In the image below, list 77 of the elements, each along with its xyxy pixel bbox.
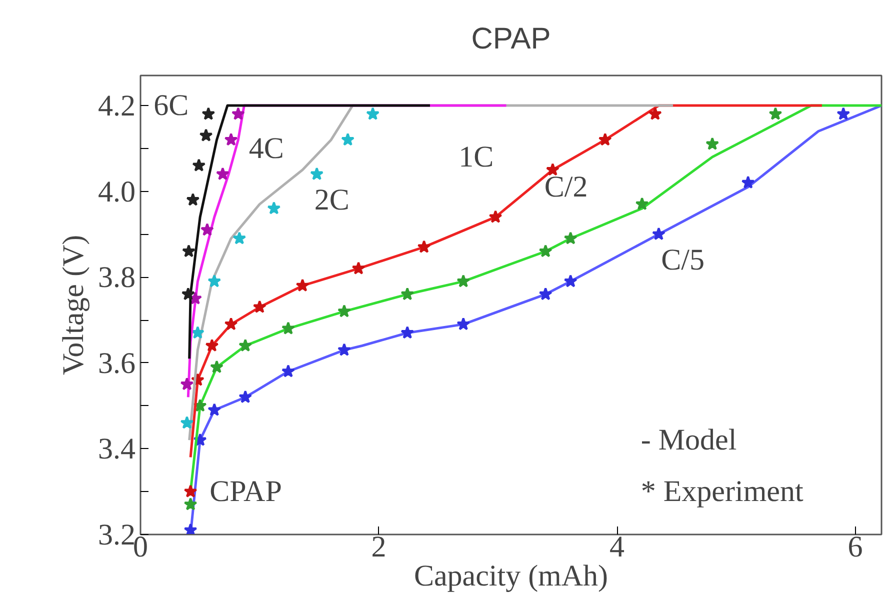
point: [836, 107, 850, 120]
point: [180, 416, 194, 429]
point: [341, 132, 354, 146]
point: [296, 278, 310, 292]
point: [202, 107, 216, 120]
y-tick-label: 3.6: [98, 346, 136, 380]
point: [310, 167, 324, 180]
y-tick-label: 3.8: [98, 261, 136, 294]
point: [231, 107, 245, 120]
annotation: 4C: [248, 132, 284, 165]
point: [184, 523, 198, 534]
annotation: 6C: [154, 89, 189, 122]
point: [192, 158, 206, 172]
annotation: C/2: [544, 170, 588, 204]
point: [199, 128, 213, 142]
point: [338, 304, 351, 318]
point: [417, 240, 431, 253]
point: [488, 210, 502, 223]
point: [635, 197, 649, 210]
x-tick-label: 0: [133, 530, 148, 564]
point: [741, 176, 755, 189]
point: [205, 338, 219, 352]
annotation: CPAP: [210, 475, 282, 508]
chart-title: CPAP: [471, 22, 551, 56]
point: [652, 227, 666, 240]
point: [232, 232, 246, 244]
point: [546, 162, 560, 176]
annotation: C/5: [661, 243, 704, 276]
point: [200, 222, 214, 236]
point: [456, 274, 470, 288]
point: [184, 497, 198, 510]
annotation: 2C: [314, 183, 350, 216]
point: [224, 132, 238, 146]
y-axis-title: Voltage (V): [57, 234, 90, 376]
line-series: [189, 104, 824, 459]
point: [564, 274, 578, 288]
point: [210, 360, 224, 374]
x-tick-label: 6: [848, 530, 863, 564]
point: [208, 274, 222, 288]
point: [184, 484, 198, 498]
point: [224, 317, 238, 330]
annotation: * Experiment: [640, 475, 804, 508]
point: [252, 300, 266, 313]
point: [456, 317, 470, 330]
point: [648, 107, 662, 120]
y-tick-label: 3.2: [98, 518, 136, 552]
point: [190, 326, 204, 339]
point: [216, 167, 230, 180]
x-tick-label: 2: [371, 530, 386, 564]
point: [181, 287, 195, 300]
point: [564, 232, 578, 244]
y-tick-label: 3.4: [98, 432, 136, 466]
x-tick-label: 4: [610, 530, 625, 564]
point: [352, 262, 366, 274]
point: [538, 287, 552, 300]
y-tick-label: 4.0: [98, 175, 136, 208]
point: [208, 403, 222, 416]
point: [186, 192, 200, 206]
point: [238, 338, 252, 352]
annotation: 1C: [458, 140, 494, 174]
point: [706, 137, 720, 150]
point: [400, 287, 414, 300]
point: [267, 201, 281, 214]
point: [238, 390, 252, 404]
point: [182, 244, 196, 258]
y-tick-label: 4.2: [98, 90, 136, 123]
point: [400, 326, 414, 339]
annotation: - Model: [640, 424, 737, 457]
x-axis-title: Capacity (mAh): [414, 560, 608, 592]
point: [282, 364, 295, 378]
point: [338, 343, 351, 356]
point: [538, 244, 552, 258]
point: [180, 377, 194, 390]
point: [366, 107, 380, 120]
point: [282, 322, 295, 334]
point: [598, 132, 612, 146]
point: [768, 107, 782, 120]
